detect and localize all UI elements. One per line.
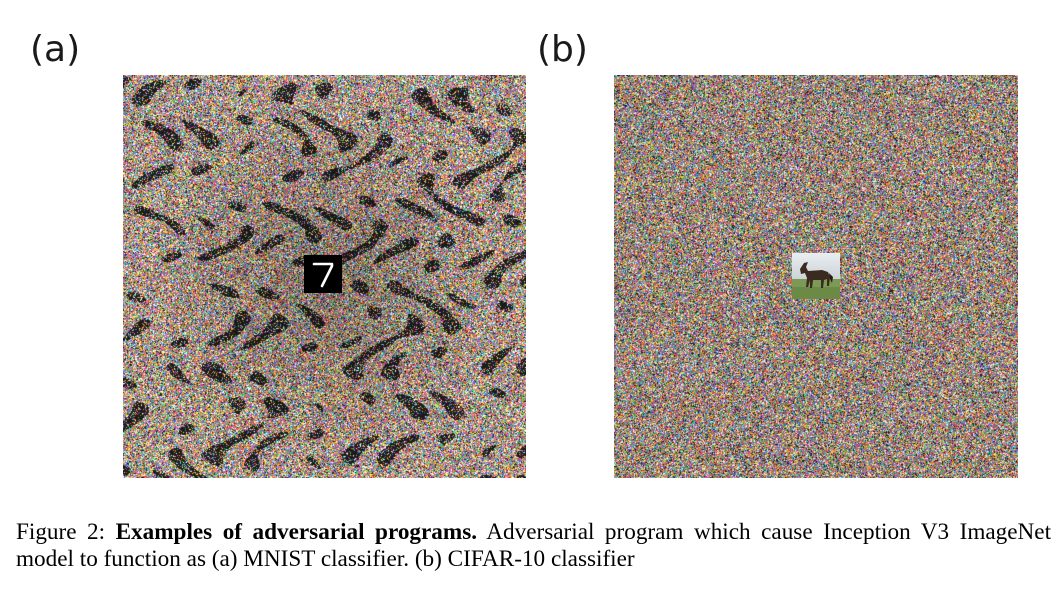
caption-body: Adversarial program which cause Inceptio… [16,519,1052,572]
caption-title: Examples of adversarial programs. [115,519,478,545]
panel-label-b: (b) [537,29,588,70]
figure-caption: Figure 2: Examples of adversarial progra… [16,519,1051,573]
mnist-digit-7-image [304,255,342,293]
panel-label-a: (a) [30,29,81,70]
cifar-horse-image [792,253,840,299]
caption-prefix: Figure 2: [16,519,116,545]
